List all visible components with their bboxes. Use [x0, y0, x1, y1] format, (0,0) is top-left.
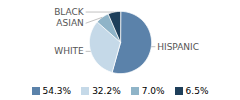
svg-text:WHITE: WHITE	[54, 46, 84, 56]
html-text:6.5%: 6.5%	[185, 86, 209, 96]
svg-text:HISPANIC: HISPANIC	[157, 42, 199, 52]
html-text:7.0%: 7.0%	[141, 86, 165, 96]
html-text:32.2%: 32.2%	[92, 86, 121, 96]
html-text:54.3%: 54.3%	[42, 86, 72, 96]
svg-text:BLACK: BLACK	[54, 7, 85, 17]
svg-text:ASIAN: ASIAN	[56, 18, 83, 28]
